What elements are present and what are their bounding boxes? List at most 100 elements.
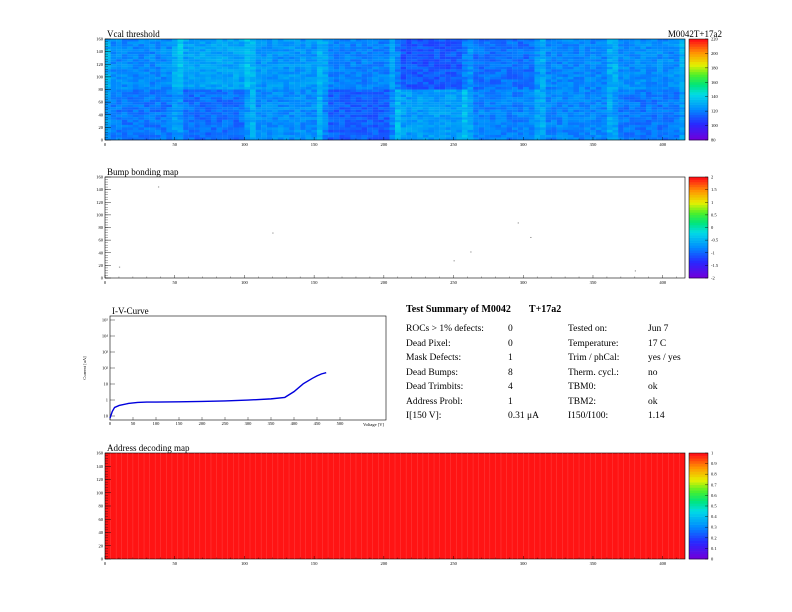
heatmap-cell	[266, 102, 273, 105]
heatmap-cell	[339, 102, 345, 105]
colorbar-band	[689, 498, 708, 501]
summary-value: 1	[508, 353, 513, 363]
heatmap-cell	[199, 134, 206, 138]
heatmap-cell	[573, 59, 580, 62]
heatmap-cell	[367, 97, 373, 100]
heatmap-cell	[668, 74, 674, 78]
heatmap-cell	[467, 66, 474, 70]
heatmap-cell	[590, 114, 596, 118]
heatmap-cell	[411, 127, 418, 131]
heatmap-cell	[679, 81, 686, 85]
heatmap-cell	[144, 109, 150, 113]
heatmap-cell	[138, 102, 145, 105]
heatmap-cell	[389, 92, 396, 95]
heatmap-cell	[311, 124, 318, 128]
heatmap-cell	[400, 119, 407, 123]
heatmap-cell	[367, 89, 373, 93]
heatmap-cell	[138, 137, 145, 141]
heatmap-cell	[283, 89, 290, 93]
heatmap-cell	[389, 132, 396, 136]
y-tick-label: 80	[99, 504, 104, 509]
heatmap-cell	[355, 124, 362, 128]
heatmap-cell	[618, 114, 624, 118]
heatmap-cell	[261, 86, 267, 90]
heatmap-cell	[222, 86, 228, 90]
heatmap-cell	[350, 54, 357, 57]
heatmap-cell	[277, 69, 284, 72]
heatmap-cell	[199, 124, 206, 128]
heatmap-cell	[199, 64, 206, 67]
heatmap-cell	[266, 81, 273, 85]
heatmap-cell	[618, 134, 624, 138]
heatmap-cell	[517, 89, 524, 93]
heatmap-cell	[328, 64, 334, 67]
heatmap-cell	[528, 97, 535, 100]
heatmap-cell	[595, 117, 602, 120]
heatmap-cell	[567, 137, 574, 141]
heatmap-cell	[266, 129, 273, 133]
heatmap-cell	[584, 129, 591, 133]
heatmap-cell	[367, 94, 373, 98]
heatmap-cell	[428, 64, 435, 67]
heatmap-cell	[411, 81, 418, 85]
heatmap-cell	[155, 129, 161, 133]
heatmap-cell	[445, 89, 451, 93]
heatmap-cell	[395, 51, 401, 55]
heatmap-cell	[316, 102, 323, 105]
heatmap-cell	[406, 117, 412, 120]
heatmap-cell	[155, 94, 161, 98]
heatmap-cell	[595, 56, 602, 60]
heatmap-cell	[601, 56, 608, 60]
heatmap-cell	[467, 74, 474, 78]
heatmap-cell	[222, 79, 228, 83]
heatmap-cell	[166, 44, 173, 47]
heatmap-cell	[372, 69, 379, 72]
heatmap-cell	[657, 112, 663, 115]
heatmap-cell	[210, 117, 217, 120]
heatmap-cell	[657, 69, 663, 72]
colorbar-band	[689, 71, 708, 75]
heatmap-cell	[645, 44, 652, 47]
heatmap-cell	[506, 129, 513, 133]
heatmap-cell	[233, 99, 239, 103]
heatmap-cell	[411, 86, 418, 90]
heatmap-cell	[160, 66, 167, 70]
heatmap-cell	[289, 71, 295, 75]
heatmap-cell	[567, 59, 574, 62]
heatmap-cell	[601, 124, 608, 128]
heatmap-cell	[489, 94, 496, 98]
heatmap-cell	[478, 66, 485, 70]
heatmap-cell	[445, 102, 451, 105]
heatmap-cell	[478, 81, 485, 85]
heatmap-cell	[294, 81, 301, 85]
heatmap-cell	[194, 54, 200, 57]
heatmap-cell	[540, 129, 546, 133]
heatmap-cell	[194, 127, 200, 131]
heatmap-cell	[495, 132, 502, 136]
heatmap-cell	[567, 114, 574, 118]
heatmap-cell	[127, 124, 134, 128]
heatmap-cell	[584, 64, 591, 67]
heatmap-cell	[489, 59, 496, 62]
heatmap-cell	[395, 89, 401, 93]
heatmap-cell	[155, 54, 161, 57]
y-tick-label: 10³	[102, 350, 109, 355]
heatmap-cell	[545, 124, 552, 128]
heatmap-cell	[618, 84, 624, 88]
heatmap-cell	[210, 59, 217, 62]
heatmap-cell	[132, 104, 139, 108]
heatmap-cell	[579, 54, 585, 57]
heatmap-cell	[121, 49, 128, 52]
colorbar-band	[689, 224, 708, 228]
heatmap-cell	[233, 39, 239, 42]
heatmap-cell	[261, 44, 267, 47]
heatmap-cell	[540, 124, 546, 128]
heatmap-cell	[222, 97, 228, 100]
heatmap-cell	[355, 89, 362, 93]
colorbar-band	[689, 230, 708, 233]
heatmap-cell	[144, 54, 150, 57]
heatmap-cell	[339, 129, 345, 133]
heatmap-cell	[250, 99, 256, 103]
heatmap-cell	[645, 46, 652, 50]
heatmap-cell	[517, 81, 524, 85]
